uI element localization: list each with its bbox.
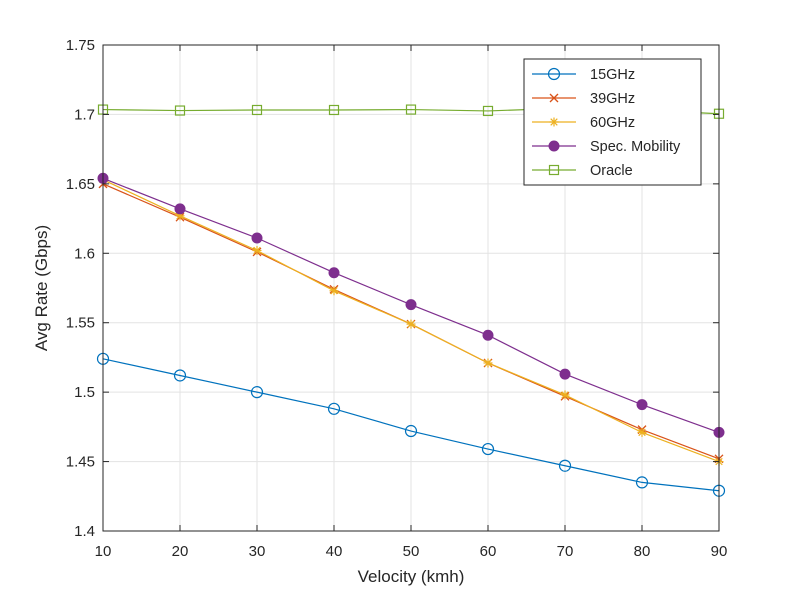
y-tick-label: 1.45 [66,454,95,471]
data-point [328,267,340,279]
x-tick-label: 90 [711,543,728,560]
data-point [251,104,263,116]
data-point [173,369,187,382]
axis-ticks: 10 20 30 40 50 60 70 80 90 1.4 1.45 1.5 1.55 1.6 1.65 1… [66,37,728,560]
data-point [405,299,417,311]
y-tick-label: 1.65 [66,176,95,193]
legend-item: 15GHz [532,67,635,83]
legend: 15GHz 39GHz 60GHz Spec. Mobility Oracle [523,58,702,186]
x-axis-title: Velocity (kmh) [358,567,465,586]
legend-item: 39GHz [532,91,635,107]
data-point [482,329,494,341]
x-tick-label: 60 [480,543,497,560]
y-tick-label: 1.5 [74,384,95,401]
data-point [482,105,494,117]
legend-marker [548,140,560,152]
legend-label: 39GHz [590,91,635,107]
x-tick-label: 30 [249,543,266,560]
data-point [329,286,339,296]
series-15ghz [96,352,726,497]
y-tick-label: 1.6 [74,245,95,262]
legend-label: 60GHz [590,115,635,131]
y-tick-label: 1.7 [74,106,95,123]
y-tick-label: 1.75 [66,37,95,54]
data-point [483,358,493,368]
y-axis-title: Avg Rate (Gbps) [32,225,51,351]
x-tick-label: 50 [403,543,420,560]
data-point [635,476,649,489]
data-point [405,104,417,115]
legend-label: 15GHz [590,67,635,83]
x-tick-label: 20 [172,543,189,560]
data-point [252,246,262,256]
legend-marker [547,67,561,81]
x-tick-label: 80 [634,543,651,560]
data-point [558,459,572,472]
data-point [481,442,495,456]
legend-label: Spec. Mobility [590,139,681,155]
data-point [251,232,263,244]
data-point [406,319,416,329]
legend-item: Spec. Mobility [532,139,681,155]
data-point [559,368,571,380]
x-tick-label: 10 [95,543,112,560]
legend-label: Oracle [590,163,633,179]
legend-marker [549,117,559,127]
series-line [102,358,720,492]
y-tick-label: 1.4 [74,523,95,540]
data-point [174,203,186,215]
data-point [560,390,570,400]
legend-item: 60GHz [532,115,635,131]
data-point [327,402,341,415]
legend-marker [548,164,560,176]
data-point [328,104,340,116]
data-point [404,424,418,438]
data-point [637,427,647,437]
x-tick-label: 40 [326,543,343,560]
x-tick-label: 70 [557,543,574,560]
y-tick-label: 1.55 [66,315,95,332]
data-point [250,386,264,399]
data-point [174,105,186,116]
legend-marker [549,93,559,103]
series-60ghz [98,175,724,467]
legend-item: Oracle [532,163,633,179]
data-point [636,399,648,411]
